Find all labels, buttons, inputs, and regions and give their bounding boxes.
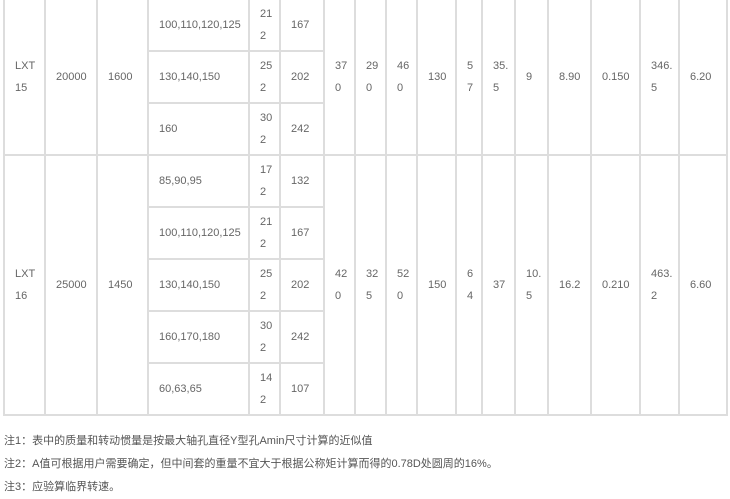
dim-c-cell: 150 <box>416 154 457 416</box>
dim-d1-cell: 420 <box>323 154 356 416</box>
coupling-spec-table: LXT15 20000 1600 100,110,120,125 212 167 370 29… <box>3 0 728 416</box>
weight-cell: 6.60 <box>678 154 728 416</box>
table-row: 100,110,120,125 212 167 <box>4 206 727 260</box>
bore-diameter-cell: 130,140,150 <box>147 50 250 104</box>
model-cell: LXT15 <box>3 0 46 156</box>
model-cell: LXT16 <box>3 154 46 416</box>
length-l-cell: 212 <box>248 0 281 52</box>
dim-a-cell: 35.5 <box>481 0 516 156</box>
inertia-cell: 0.150 <box>590 0 641 156</box>
length-l1-cell: 107 <box>279 362 325 416</box>
length-l1-cell: 242 <box>279 310 325 364</box>
bore-diameter-cell: 160,170,180 <box>147 310 250 364</box>
dim-a-cell: 37 <box>481 154 516 416</box>
dim-d3-cell: 520 <box>385 154 418 416</box>
table-row: 130,140,150 252 202 <box>4 50 727 104</box>
length-l-cell: 172 <box>248 154 281 208</box>
length-l-cell: 252 <box>248 258 281 312</box>
dim-s-cell: 9 <box>514 0 549 156</box>
length-l1-cell: 242 <box>279 102 325 156</box>
length-l-cell: 302 <box>248 310 281 364</box>
length-l1-cell: 202 <box>279 50 325 104</box>
length-l1-cell: 132 <box>279 154 325 208</box>
dim-d1-cell: 370 <box>323 0 356 156</box>
length-l-cell: 252 <box>248 50 281 104</box>
note-1: 注1：表中的质量和转动惯量是按最大轴孔直径Y型孔Amin尺寸计算的近似值 <box>4 435 373 447</box>
speed-cell: 1600 <box>96 0 149 156</box>
inertia-cell: 0.210 <box>590 154 641 416</box>
length-l-cell: 142 <box>248 362 281 416</box>
dim-d2-cell: 325 <box>354 154 387 416</box>
bore-diameter-cell: 130,140,150 <box>147 258 250 312</box>
dim-a-max-cell: 463.2 <box>639 154 680 416</box>
table-row: 160,170,180 302 242 <box>4 310 727 364</box>
dim-a-max-cell: 346.5 <box>639 0 680 156</box>
weight-cell: 6.20 <box>678 0 728 156</box>
dim-c-cell: 130 <box>416 0 457 156</box>
torque-cell: 25000 <box>44 154 98 416</box>
dim-d3-cell: 460 <box>385 0 418 156</box>
dim-l-min-cell: 64 <box>455 154 483 416</box>
length-l1-cell: 167 <box>279 0 325 52</box>
note-2: 注2：A值可根据用户需要确定，但中间套的重量不宜大于根据公称矩计算而得的0.78… <box>4 458 498 470</box>
mass-cell: 8.90 <box>547 0 592 156</box>
bore-diameter-cell: 160 <box>147 102 250 156</box>
bore-diameter-cell: 60,63,65 <box>147 362 250 416</box>
dim-l-min-cell: 57 <box>455 0 483 156</box>
table-row: LXT15 20000 1600 100,110,120,125 212 167 370 29… <box>3 0 728 156</box>
bore-diameter-cell: 85,90,95 <box>147 154 250 208</box>
notes: 注1：表中的质量和转动惯量是按最大轴孔直径Y型孔Amin尺寸计算的近似值 注2：… <box>4 430 498 499</box>
bore-diameter-cell: 100,110,120,125 <box>147 0 250 52</box>
length-l-cell: 302 <box>248 102 281 156</box>
table-row: 160 302 242 <box>4 102 727 156</box>
length-l1-cell: 202 <box>279 258 325 312</box>
length-l-cell: 212 <box>248 206 281 260</box>
dim-d2-cell: 290 <box>354 0 387 156</box>
table-row: LXT16 25000 1450 85,90,95 172 132 420 325 520 150… <box>3 154 728 416</box>
note-3: 注3：应验算临界转速。 <box>4 481 121 493</box>
length-l1-cell: 167 <box>279 206 325 260</box>
torque-cell: 20000 <box>44 0 98 156</box>
table-row: 60,63,65 142 107 <box>4 362 727 416</box>
bore-diameter-cell: 100,110,120,125 <box>147 206 250 260</box>
table-row: 130,140,150 252 202 <box>4 258 727 312</box>
mass-cell: 16.2 <box>547 154 592 416</box>
dim-s-cell: 10.5 <box>514 154 549 416</box>
speed-cell: 1450 <box>96 154 149 416</box>
